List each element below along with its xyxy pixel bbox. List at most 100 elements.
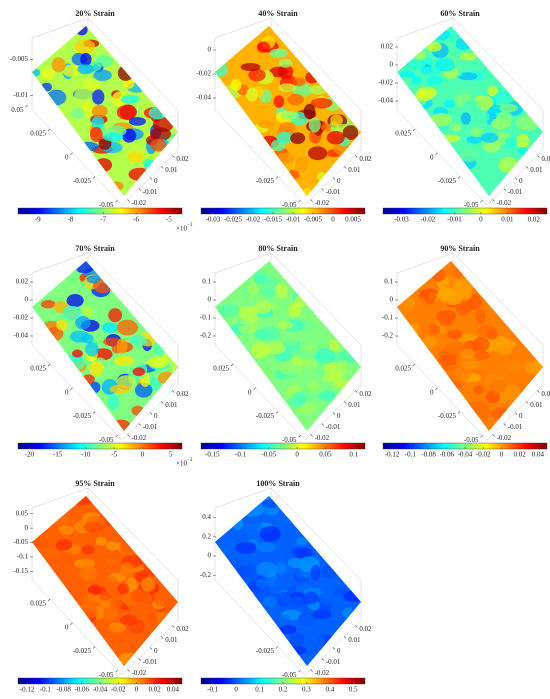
surface-patch (486, 329, 498, 340)
surface-patch (80, 52, 92, 66)
x-tick-label: 0.02 (541, 155, 550, 163)
z-tick-label: 0.02 (16, 278, 29, 286)
x-tick (321, 423, 325, 426)
surface-patch (81, 545, 95, 555)
colorbar-tick-label: 0.02 (149, 686, 162, 694)
x-tick-label: 0 (154, 412, 158, 420)
surface-patch (314, 348, 336, 364)
colorbar (17, 207, 183, 215)
x-tick-label: -0.01 (326, 658, 341, 666)
surface-patch (71, 349, 83, 358)
colorbar-tick-label: 0.1 (255, 686, 264, 694)
x-tick-label: 0.02 (359, 155, 372, 163)
surface-patch (276, 131, 294, 144)
surface-patch (303, 591, 319, 605)
surface-patch (106, 541, 119, 551)
surface-patch (278, 614, 290, 623)
surface-patch (333, 586, 348, 596)
x-tick (310, 434, 313, 437)
surface-patch (301, 358, 318, 369)
surface-patch (248, 578, 260, 591)
y-tick (435, 387, 438, 390)
surface (215, 496, 361, 666)
surface-patch (438, 317, 454, 327)
colorbar-tick-label: 0.05 (319, 451, 332, 459)
surface-patch (168, 360, 178, 374)
colorbar-tick-label: 0.02 (514, 451, 527, 459)
surface-patch (443, 290, 463, 306)
surface-patch (405, 58, 426, 71)
colorbar-tick-label: -0.01 (286, 216, 301, 224)
y-tick (480, 435, 483, 438)
x-tick (537, 390, 540, 393)
y-tick (298, 435, 301, 438)
axis-box (87, 252, 179, 346)
x-tick (503, 423, 507, 426)
surface-patch (464, 100, 482, 114)
axis-box (31, 344, 123, 441)
surface-patch (116, 319, 139, 336)
surface-patch (261, 499, 281, 508)
surface-patch (475, 309, 486, 324)
x-tick (127, 434, 130, 437)
surface-patch (118, 652, 138, 666)
x-tick (127, 669, 130, 672)
axis-box (31, 252, 89, 274)
surface-panel: 20% Strain -0.005 -0.01 0.05 0.025 0 -0.025 -0.… (10, 9, 193, 233)
surface-patch (431, 268, 446, 282)
colorbar (200, 207, 366, 215)
surface-patch (416, 87, 437, 99)
y-tick (70, 387, 73, 390)
surface-patch (147, 613, 158, 622)
colorbar-tick-label: 0.04 (167, 686, 180, 694)
z-tick-label: 0.4 (202, 513, 211, 521)
surface-patch (41, 527, 63, 542)
x-tick (343, 166, 347, 169)
x-tick-label: -0.02 (315, 199, 330, 207)
surface-patch (462, 360, 482, 370)
surface-patch (91, 115, 105, 130)
surface-patch (71, 108, 85, 119)
surface-patch (98, 138, 112, 150)
surface-patch (76, 26, 88, 36)
surface-patch (259, 275, 278, 290)
surface-patch (83, 521, 105, 533)
z-tick-label: 0.02 (381, 43, 394, 51)
surface-patch (108, 308, 123, 323)
x-tick-label: -0.01 (143, 658, 158, 666)
colorbar-tick-label: -0.04 (458, 451, 473, 459)
surface-patch (101, 322, 118, 334)
z-tick-label: -0.2 (382, 332, 394, 340)
y-tick (70, 622, 73, 625)
colorbar-tick-label: -0.12 (20, 686, 35, 694)
surface-patch (253, 300, 272, 314)
x-tick (160, 166, 164, 169)
surface-patch (306, 380, 319, 392)
surface-patch (322, 373, 335, 382)
colorbar-tick-label: 0.3 (302, 686, 311, 694)
axis-box (31, 579, 123, 676)
surface-patch (289, 646, 307, 655)
surface-patch (73, 558, 96, 569)
surface-patch (305, 71, 319, 84)
x-tick (332, 647, 336, 650)
surface-patch (480, 132, 499, 143)
y-tick (412, 363, 416, 367)
surface-patch (516, 133, 530, 150)
surface-patch (320, 595, 333, 606)
x-tick (503, 188, 507, 191)
surface-patch (40, 299, 56, 309)
y-tick-label: 0 (65, 153, 69, 161)
surface-patch (277, 515, 295, 524)
surface-patch (275, 562, 287, 575)
x-tick-label: 0 (154, 647, 158, 655)
x-tick-label: 0.01 (530, 401, 543, 409)
y-tick-label: -0.025 (256, 412, 275, 420)
y-tick (480, 200, 483, 203)
axis-box (396, 344, 488, 441)
surface-patch (342, 607, 354, 619)
surface-patch (459, 52, 478, 61)
surface-patch (57, 551, 76, 565)
colorbar-tick-label: 0.4 (325, 686, 334, 694)
y-tick (230, 363, 234, 367)
